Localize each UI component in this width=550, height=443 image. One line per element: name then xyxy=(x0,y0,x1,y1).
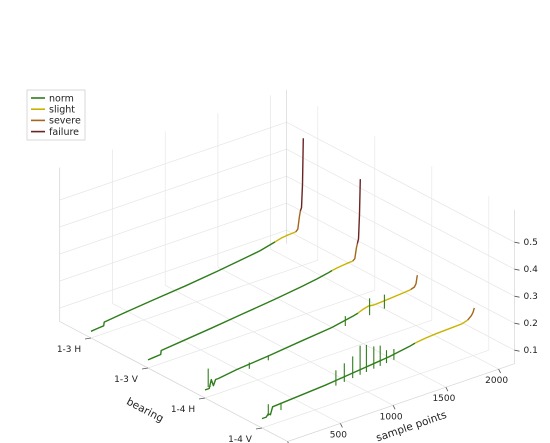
grid-x-floor-500 xyxy=(112,303,341,424)
grid-z-right-0.1 xyxy=(286,229,515,351)
pane-edge-floor-left xyxy=(59,321,288,442)
bearing-tick-mark xyxy=(255,427,263,430)
x-tick-mark xyxy=(392,405,396,410)
grid-z-right-0.4 xyxy=(286,148,515,270)
z-tick-label: 0.1 xyxy=(524,346,538,356)
norm-noise-spikes xyxy=(207,294,395,416)
z-tick-label: 0.3 xyxy=(524,292,538,302)
x-tick-label: 1000 xyxy=(380,412,403,422)
grid-z-back-0.2 xyxy=(59,202,287,282)
grid-z-back-0.5 xyxy=(59,121,287,201)
grid-z-right-0.3 xyxy=(286,175,515,297)
bearing-tick-label: 1-4 V xyxy=(228,435,253,443)
series-lines xyxy=(90,138,475,420)
series-line-slight xyxy=(357,288,411,314)
pane-edge-front xyxy=(287,363,515,442)
x-tick-mark xyxy=(287,441,289,443)
series-line-failure xyxy=(356,179,361,244)
series-line-slight xyxy=(331,260,353,272)
series-line-slight xyxy=(414,319,469,344)
series-1-4-v xyxy=(261,307,475,420)
grid-b-floor-3 xyxy=(90,259,318,339)
x-tick-mark xyxy=(340,423,343,428)
bearing-tick-mark xyxy=(84,337,92,340)
series-1-3-h xyxy=(90,138,304,332)
grid-b-floor-2 xyxy=(147,289,375,369)
grid-z-right-0.2 xyxy=(286,202,515,324)
grid-z-back-0.4 xyxy=(59,148,287,228)
bearing-axis-label: bearing xyxy=(124,396,165,425)
grid-lines xyxy=(59,89,515,442)
series-line-norm xyxy=(204,312,359,391)
grid-z-back-0.1 xyxy=(59,229,287,309)
series-line-severe xyxy=(295,210,302,233)
x-tick-label: 1500 xyxy=(432,394,455,404)
grid-b-floor-1 xyxy=(204,319,432,399)
z-tick-label: 0.2 xyxy=(524,319,538,329)
series-line-norm xyxy=(90,241,276,332)
grid-z-right-0.5 xyxy=(286,121,515,243)
series-line-failure xyxy=(299,138,304,212)
series-line-norm xyxy=(147,269,333,361)
x-tick-label: 500 xyxy=(330,430,347,440)
grid-x-floor-2000 xyxy=(270,248,499,370)
grid-b-floor-0 xyxy=(261,349,489,429)
grid-x-floor-1000 xyxy=(165,284,394,406)
series-line-severe xyxy=(352,243,359,262)
z-tick-mark xyxy=(514,268,520,271)
x-tick-mark xyxy=(445,387,449,392)
grid-z-back-0.3 xyxy=(59,175,287,255)
x-tick-mark xyxy=(498,368,501,374)
series-1-3-v xyxy=(147,179,361,361)
series-line-norm xyxy=(261,342,416,420)
x-tick-label: 2000 xyxy=(485,376,508,386)
z-tick-mark xyxy=(514,295,520,298)
series-line-severe xyxy=(410,275,418,291)
bearing-tick-mark xyxy=(198,397,206,400)
bearing-tick-label: 1-4 H xyxy=(171,405,195,415)
legend-label-slight: slight xyxy=(49,105,75,116)
legend-label-severe: severe xyxy=(49,116,81,127)
legend-label-norm: norm xyxy=(49,93,74,104)
z-tick-label: 0.5 xyxy=(524,238,538,248)
z-tick-label: 0.4 xyxy=(524,265,539,275)
z-tick-mark xyxy=(514,241,520,244)
bearing-tick-label: 1-3 H xyxy=(57,345,81,355)
bearing-tick-label: 1-3 V xyxy=(114,375,139,385)
z-tick-mark xyxy=(514,349,520,352)
bearing-tick-mark xyxy=(141,367,149,370)
legend-label-failure: failure xyxy=(49,127,79,138)
series-line-slight xyxy=(274,231,296,243)
series-1-4-h xyxy=(204,275,418,391)
z-tick-mark xyxy=(514,322,520,325)
series-line-severe xyxy=(467,307,475,321)
